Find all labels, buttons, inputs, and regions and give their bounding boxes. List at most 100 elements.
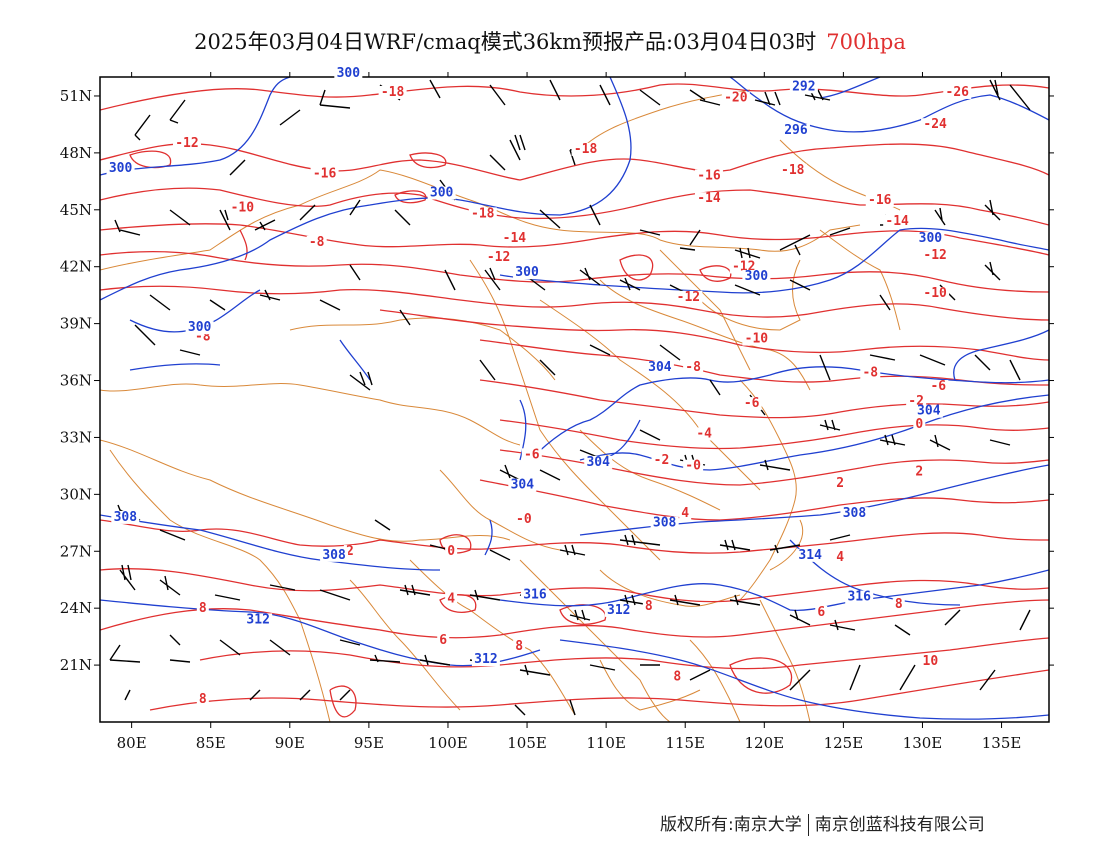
- temperature-label: -6: [930, 379, 946, 394]
- temperature-label-bg: [172, 137, 201, 151]
- temperature-label-bg: [196, 601, 209, 615]
- copyright: 版权所有:南京大学 南京创蓝科技有限公司: [660, 810, 985, 836]
- lon-tick-label: 130E: [903, 734, 943, 752]
- temperature-label-bg: [742, 332, 771, 346]
- geopotential-label: 312: [607, 603, 630, 618]
- geopotential-label: 314: [798, 548, 822, 563]
- geopotential-label-bg: [584, 455, 613, 469]
- temperature-label-bg: [651, 454, 672, 467]
- temperature-label: -18: [381, 85, 405, 100]
- temperature-label-bg: [642, 600, 655, 614]
- temperature-label: -2: [654, 453, 670, 468]
- geopotential-label: 308: [843, 506, 867, 521]
- geopotential-label-bg: [520, 588, 549, 602]
- map-plot-area: [100, 77, 1049, 722]
- lon-tick-label: 100E: [428, 734, 468, 752]
- temperature-label: -8: [862, 366, 878, 381]
- temperature-label: 4: [681, 506, 689, 521]
- temperature-label: 10: [923, 654, 939, 669]
- geopotential-label: 308: [114, 510, 138, 525]
- geopotential-label-bg: [471, 653, 500, 667]
- temperature-label-bg: [883, 214, 912, 228]
- temperature-label-bg: [445, 592, 458, 606]
- temperature-label: 2: [346, 544, 354, 559]
- contour-labels: -18 -20 -26-24-12 -18-16 -16 -18-14 -16-10 -18-…: [106, 66, 972, 707]
- temperature-label: -4: [696, 426, 712, 441]
- temperature-label-bg: [378, 85, 407, 99]
- lon-tick-label: 80E: [117, 734, 147, 752]
- lat-tick-label: 24N: [60, 599, 92, 617]
- geopotential-label-bg: [840, 507, 869, 521]
- geopotential-label-bg: [914, 404, 943, 418]
- geopotential-label-bg: [645, 361, 674, 375]
- temperature-label: -10: [231, 201, 255, 216]
- lat-tick-label: 27N: [60, 542, 92, 560]
- temperature-label: -12: [487, 250, 510, 265]
- temperature-label: 4: [447, 591, 455, 606]
- temperature-label-bg: [484, 251, 513, 265]
- copyright-right: 南京创蓝科技有限公司: [814, 815, 985, 835]
- temperature-label-bg: [437, 634, 450, 648]
- temperature-label: -0: [516, 512, 532, 527]
- temperature-label-bg: [521, 448, 542, 462]
- geopotential-label: 308: [653, 516, 677, 531]
- geopotential-label: 316: [847, 590, 871, 605]
- temperature-label-bg: [834, 550, 847, 564]
- geopotential-label-bg: [508, 478, 537, 492]
- lat-tick-label: 42N: [60, 258, 92, 276]
- axis-ticks: [94, 72, 1054, 728]
- geopotential-label: 300: [430, 186, 454, 201]
- geopotential-label: 300: [745, 269, 769, 284]
- temperature-label: -18: [574, 142, 598, 157]
- temperature-label: -0: [685, 459, 701, 474]
- lon-tick-label: 105E: [507, 734, 547, 752]
- temperature-label-bg: [913, 465, 926, 479]
- temperature-label: 0: [915, 417, 923, 432]
- temperature-label-bg: [310, 167, 339, 181]
- geopotential-label: 292: [792, 79, 815, 94]
- temperature-label: 8: [673, 669, 681, 684]
- temperature-label-bg: [928, 380, 949, 394]
- temperature-label-bg: [694, 427, 715, 441]
- temperature-label: 6: [439, 633, 447, 648]
- temperature-label: 2: [836, 476, 844, 491]
- temperature-label: -20: [724, 91, 748, 106]
- geopotential-label-bg: [106, 161, 135, 175]
- temperature-label: -18: [781, 163, 805, 178]
- temperature-label-bg: [921, 249, 950, 263]
- lat-tick-label: 39N: [60, 315, 92, 333]
- temperature-label-bg: [860, 366, 881, 380]
- temperature-label: -8: [309, 235, 325, 250]
- admin-boundaries: [100, 89, 901, 722]
- temperature-label: -16: [697, 168, 721, 183]
- temperature-label-bg: [694, 192, 723, 206]
- lon-tick-label: 120E: [745, 734, 785, 752]
- temperature-label-bg: [671, 670, 684, 684]
- temperature-label-bg: [694, 169, 723, 183]
- geopotential-label-bg: [427, 186, 456, 200]
- lon-tick-label: 85E: [196, 734, 226, 752]
- temperature-label: 8: [895, 597, 903, 612]
- temperature-label-bg: [921, 287, 950, 301]
- temperature-label: -12: [175, 136, 198, 151]
- title-main: 2025年03月04日WRF/cmaq模式36km预报产品:03月04日03时: [194, 30, 817, 54]
- temperature-label-bg: [865, 194, 894, 208]
- temperature-label: 8: [515, 639, 523, 654]
- temperature-label: 8: [645, 599, 653, 614]
- title-level: 700hpa: [826, 30, 906, 54]
- lon-tick-label: 125E: [824, 734, 864, 752]
- temperature-label-bg: [683, 459, 704, 473]
- temperature-label: -26: [946, 85, 970, 100]
- temperature-label-bg: [920, 655, 941, 669]
- geopotential-label: 312: [246, 612, 269, 627]
- temperature-label-bg: [306, 235, 327, 249]
- temperature-label-bg: [778, 163, 807, 177]
- temperature-label: -8: [685, 360, 701, 375]
- temperature-label-bg: [943, 85, 972, 99]
- copyright-left: 版权所有:南京大学: [660, 815, 802, 835]
- temperature-label-bg: [674, 290, 703, 304]
- lon-tick-label: 95E: [354, 734, 384, 752]
- geopotential-label: 300: [337, 66, 361, 81]
- geopotential-label-bg: [789, 80, 818, 94]
- lat-tick-label: 51N: [60, 87, 92, 105]
